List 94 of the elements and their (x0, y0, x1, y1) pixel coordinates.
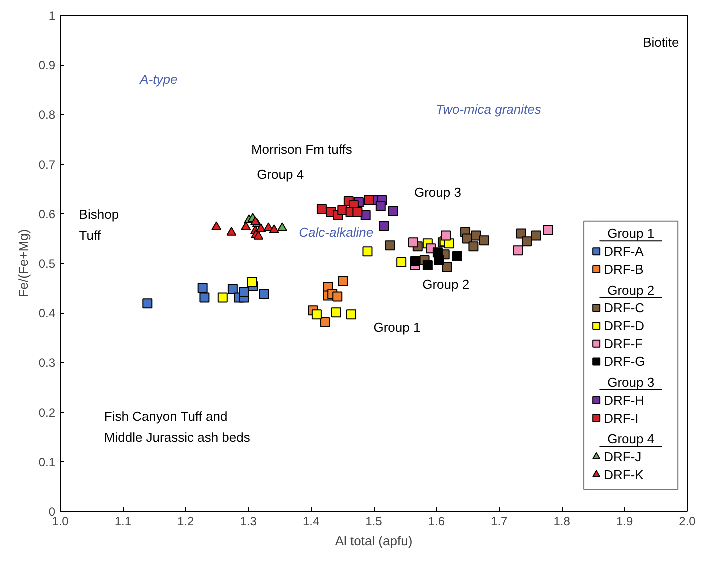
y-tick-label: 0.4 (38, 306, 56, 321)
point (200, 292, 210, 303)
annotation: Biotite (643, 34, 680, 50)
legend-label: DRF-G (604, 354, 646, 370)
point (316, 204, 327, 214)
annotation: Group 1 (374, 320, 421, 335)
x-tick-label: 1.0 (52, 514, 70, 528)
y-tick-label: 0.8 (38, 108, 56, 122)
text: Group 1 (608, 226, 655, 242)
point (422, 260, 433, 270)
point (479, 236, 490, 246)
point (212, 222, 222, 230)
point (247, 277, 258, 288)
point (332, 292, 343, 302)
y-axis-title: Fe/(Fe+Mg) (16, 229, 31, 298)
x-tick-label: 1.1 (114, 514, 132, 528)
point (364, 196, 374, 206)
point (256, 224, 266, 232)
point (468, 242, 479, 252)
legend-label: DRF-C (604, 300, 645, 316)
point (312, 310, 322, 320)
x-tick-label: 1.4 (302, 514, 320, 528)
point (198, 283, 208, 294)
x-tick-label: 1.8 (554, 514, 571, 528)
x-axis-title: Al total (apfu) (335, 534, 413, 548)
point (452, 252, 462, 262)
legend-label: DRF-D (604, 318, 645, 334)
point (522, 236, 532, 247)
annotation: Group 3 (414, 185, 462, 200)
y-tick-label: 0.9 (38, 58, 56, 73)
annotation: Morrison Fm tuffs (251, 142, 353, 157)
text: Group 2 (608, 282, 655, 298)
point (376, 201, 386, 212)
point (531, 230, 542, 241)
y-tick-label: 0.3 (38, 356, 56, 370)
point (352, 207, 363, 218)
point (254, 231, 264, 240)
point (408, 238, 418, 248)
point (434, 256, 444, 266)
text: Group 3 (608, 375, 655, 390)
point (346, 310, 356, 320)
point (362, 246, 373, 257)
annotation: Group 4 (257, 167, 304, 182)
y-tick-label: 0.1 (38, 455, 56, 470)
point (241, 222, 252, 230)
annotation: Fish Canyon Tuff and Middle Jurassic ash beds (104, 409, 251, 446)
point (379, 221, 390, 232)
point (462, 234, 472, 244)
x-tick-label: 1.5 (366, 514, 383, 528)
point (543, 225, 554, 236)
y-tick-label: 1 (48, 9, 56, 23)
annotation: Group 2 (422, 276, 470, 292)
point (396, 258, 407, 268)
point (320, 318, 330, 328)
y-tick-label: 0.7 (38, 158, 56, 172)
point (388, 206, 398, 216)
annotation: Two-mica granites (436, 102, 542, 118)
legend-label: DRF-H (604, 392, 645, 408)
point (142, 298, 153, 309)
annotation: A-type (139, 72, 178, 87)
x-tick-label: 1.9 (616, 514, 634, 528)
point (410, 256, 420, 267)
point (277, 222, 288, 232)
x-tick-label: 1.7 (491, 514, 508, 528)
text: Group 4 (608, 432, 655, 447)
legend-label: DRF-F (604, 336, 644, 352)
x-tick-label: 1.3 (240, 514, 258, 528)
legend-label: DRF-I (604, 410, 639, 426)
y-tick-label: 0.2 (38, 406, 56, 420)
legend-label: DRF-K (604, 467, 644, 482)
legend-label: DRF-A (604, 244, 644, 260)
point (226, 227, 237, 236)
legend-label: DRF-B (604, 262, 644, 277)
y-tick-label: 0.5 (38, 257, 56, 271)
point (441, 230, 452, 241)
point (513, 246, 524, 256)
point (360, 210, 371, 220)
annotation: Bishop Tuff (79, 206, 120, 243)
point (516, 228, 526, 239)
point (338, 276, 348, 286)
point (385, 240, 396, 251)
point (218, 292, 228, 303)
point (331, 308, 342, 318)
point (239, 287, 250, 298)
x-tick-label: 1.6 (428, 514, 446, 528)
x-tick-label: 2.0 (679, 514, 696, 528)
legend-label: DRF-J (604, 449, 642, 464)
point (442, 262, 452, 272)
x-tick-label: 1.2 (178, 514, 195, 528)
annotation: Calc-alkaline (299, 224, 374, 240)
point (269, 224, 280, 234)
point (228, 284, 238, 294)
point (259, 289, 270, 300)
y-tick-label: 0.6 (38, 207, 56, 222)
